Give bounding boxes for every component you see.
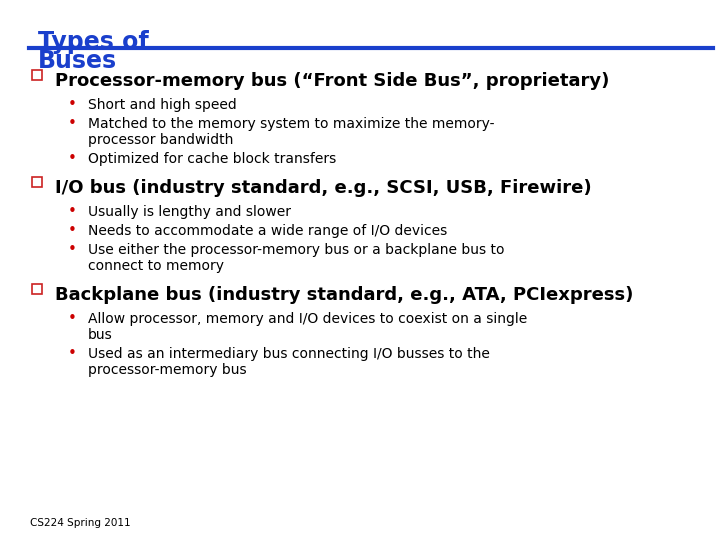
Text: processor bandwidth: processor bandwidth — [88, 133, 233, 147]
Text: Buses: Buses — [38, 49, 117, 73]
Text: •: • — [68, 346, 76, 361]
Text: Processor-memory bus (“Front Side Bus”, proprietary): Processor-memory bus (“Front Side Bus”, … — [55, 72, 609, 90]
Text: Types of: Types of — [38, 30, 149, 54]
Text: CS224 Spring 2011: CS224 Spring 2011 — [30, 518, 130, 528]
Text: Used as an intermediary bus connecting I/O busses to the: Used as an intermediary bus connecting I… — [88, 347, 490, 361]
Text: •: • — [68, 223, 76, 238]
Text: Short and high speed: Short and high speed — [88, 98, 237, 112]
Bar — [32, 177, 42, 187]
Bar — [32, 70, 42, 80]
Text: Needs to accommodate a wide range of I/O devices: Needs to accommodate a wide range of I/O… — [88, 224, 447, 238]
Text: processor-memory bus: processor-memory bus — [88, 363, 247, 377]
Text: •: • — [68, 204, 76, 219]
Text: Matched to the memory system to maximize the memory-: Matched to the memory system to maximize… — [88, 117, 495, 131]
Text: •: • — [68, 311, 76, 326]
Text: Backplane bus (industry standard, e.g., ATA, PCIexpress): Backplane bus (industry standard, e.g., … — [55, 286, 634, 304]
Text: Usually is lengthy and slower: Usually is lengthy and slower — [88, 205, 291, 219]
Text: Use either the processor-memory bus or a backplane bus to: Use either the processor-memory bus or a… — [88, 243, 505, 257]
Text: I/O bus (industry standard, e.g., SCSI, USB, Firewire): I/O bus (industry standard, e.g., SCSI, … — [55, 179, 592, 197]
Text: Allow processor, memory and I/O devices to coexist on a single: Allow processor, memory and I/O devices … — [88, 312, 527, 326]
Text: •: • — [68, 242, 76, 257]
Text: connect to memory: connect to memory — [88, 259, 224, 273]
Text: Optimized for cache block transfers: Optimized for cache block transfers — [88, 152, 336, 166]
Text: •: • — [68, 116, 76, 131]
Text: bus: bus — [88, 328, 113, 342]
Bar — [32, 284, 42, 294]
Text: •: • — [68, 97, 76, 112]
Text: •: • — [68, 151, 76, 166]
